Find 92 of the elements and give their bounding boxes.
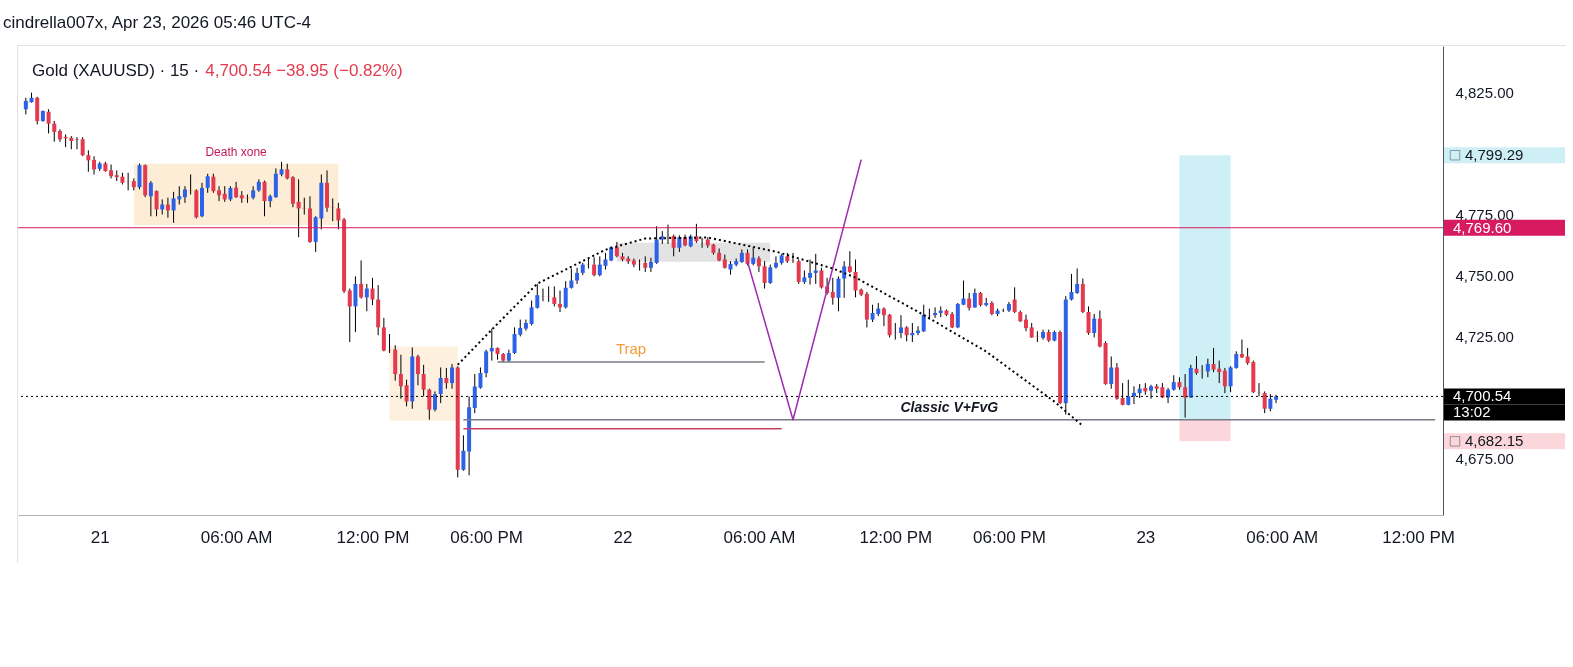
annotation: Death xone [205,144,268,159]
candlestick [35,96,40,125]
text: 13:02 [1453,403,1491,421]
candlestick [898,314,903,339]
candlestick [552,285,557,307]
candlestick [762,260,767,290]
candlestick [359,259,364,300]
x-tick-label: 21 [90,527,110,547]
candlestick [1109,355,1114,390]
y-tick-label: 4,750.00 [1455,267,1514,285]
x-tick-label: 12:00 PM [1382,527,1455,547]
candlestick [575,267,580,285]
x-tick-label: 06:00 AM [1246,527,1319,547]
x-tick-label: 06:00 PM [973,527,1046,547]
candlestick [1086,305,1091,336]
candlestick [887,313,892,338]
candlestick [415,354,420,386]
candlestick [1012,286,1017,314]
candlestick [46,108,51,134]
y-tick-label: 4,825.00 [1455,83,1514,101]
candlestick [296,178,301,238]
candlestick [148,180,153,217]
candlestick [92,155,97,175]
ref-line-label: 4,700.54 [1453,387,1512,405]
annotation: Classic V+FvG [900,398,999,415]
candlestick [211,173,216,194]
candlestick [262,180,267,217]
candlestick [381,317,386,352]
candlestick [569,268,574,290]
y-tick-label: 4,725.00 [1455,328,1514,346]
x-tick-label: 23 [1136,527,1156,547]
x-tick-label: 06:00 AM [200,527,273,547]
annotation: Trap [615,340,647,358]
candlestick [819,267,824,290]
candlestick [273,167,278,199]
x-tick-label: 22 [613,527,633,547]
candlestick [74,136,79,150]
candlestick [80,136,85,157]
candlestick [217,185,222,202]
text: cindrella007x, Apr 23, 2026 05:46 UTC-4 [3,13,312,33]
candlestick [353,275,358,333]
candlestick [461,434,466,472]
candlestick [52,120,57,143]
candlestick [1075,268,1080,295]
candlestick [444,367,449,390]
candlestick [1222,367,1227,394]
candlestick [972,288,977,309]
candlestick [86,149,91,173]
candlestick [648,257,653,273]
candlestick [592,256,597,277]
x-tick-label: 06:00 PM [450,527,524,547]
candlestick [421,364,426,397]
candlestick [364,283,369,312]
candlestick [836,275,841,312]
candlestick [847,250,852,274]
x-tick-label: 12:00 PM [859,527,933,547]
x-tick-label: 12:00 PM [336,527,410,547]
x-tick-label: 06:00 AM [723,527,796,547]
candlestick [563,280,568,310]
candlestick [756,255,761,273]
candlestick [1024,314,1028,332]
candlestick [347,288,352,343]
candlestick [842,260,847,299]
y-tick-label: 4,775.00 [1455,206,1514,224]
candlestick [830,277,835,306]
candlestick [523,319,528,332]
candlestick [921,304,926,333]
candlestick [302,197,307,216]
candlestick [1092,313,1097,338]
candlestick [182,185,187,204]
candlestick [791,252,796,264]
candlestick [137,162,142,190]
candlestick [796,258,801,285]
legend-label: 4,799.29 [1465,146,1524,164]
candlestick [336,202,341,230]
candlestick [154,189,159,217]
candlestick [813,253,818,285]
candlestick [109,163,114,179]
candlestick [768,264,773,285]
candlestick [1069,273,1074,302]
candlestick [205,173,210,194]
candlestick [450,363,455,390]
legend-label: 4,682.15 [1465,432,1524,450]
y-tick-label: 4,675.00 [1455,450,1514,468]
candlestick [370,277,375,306]
text: Gold (XAUUSD) · 15 · [32,61,200,80]
candlestick [808,258,813,286]
candlestick [881,306,886,327]
candlestick [751,246,756,266]
text: 4,700.54 −38.95 (−0.82%) [205,61,403,80]
candlestick [484,349,489,378]
candlestick [1205,358,1210,378]
